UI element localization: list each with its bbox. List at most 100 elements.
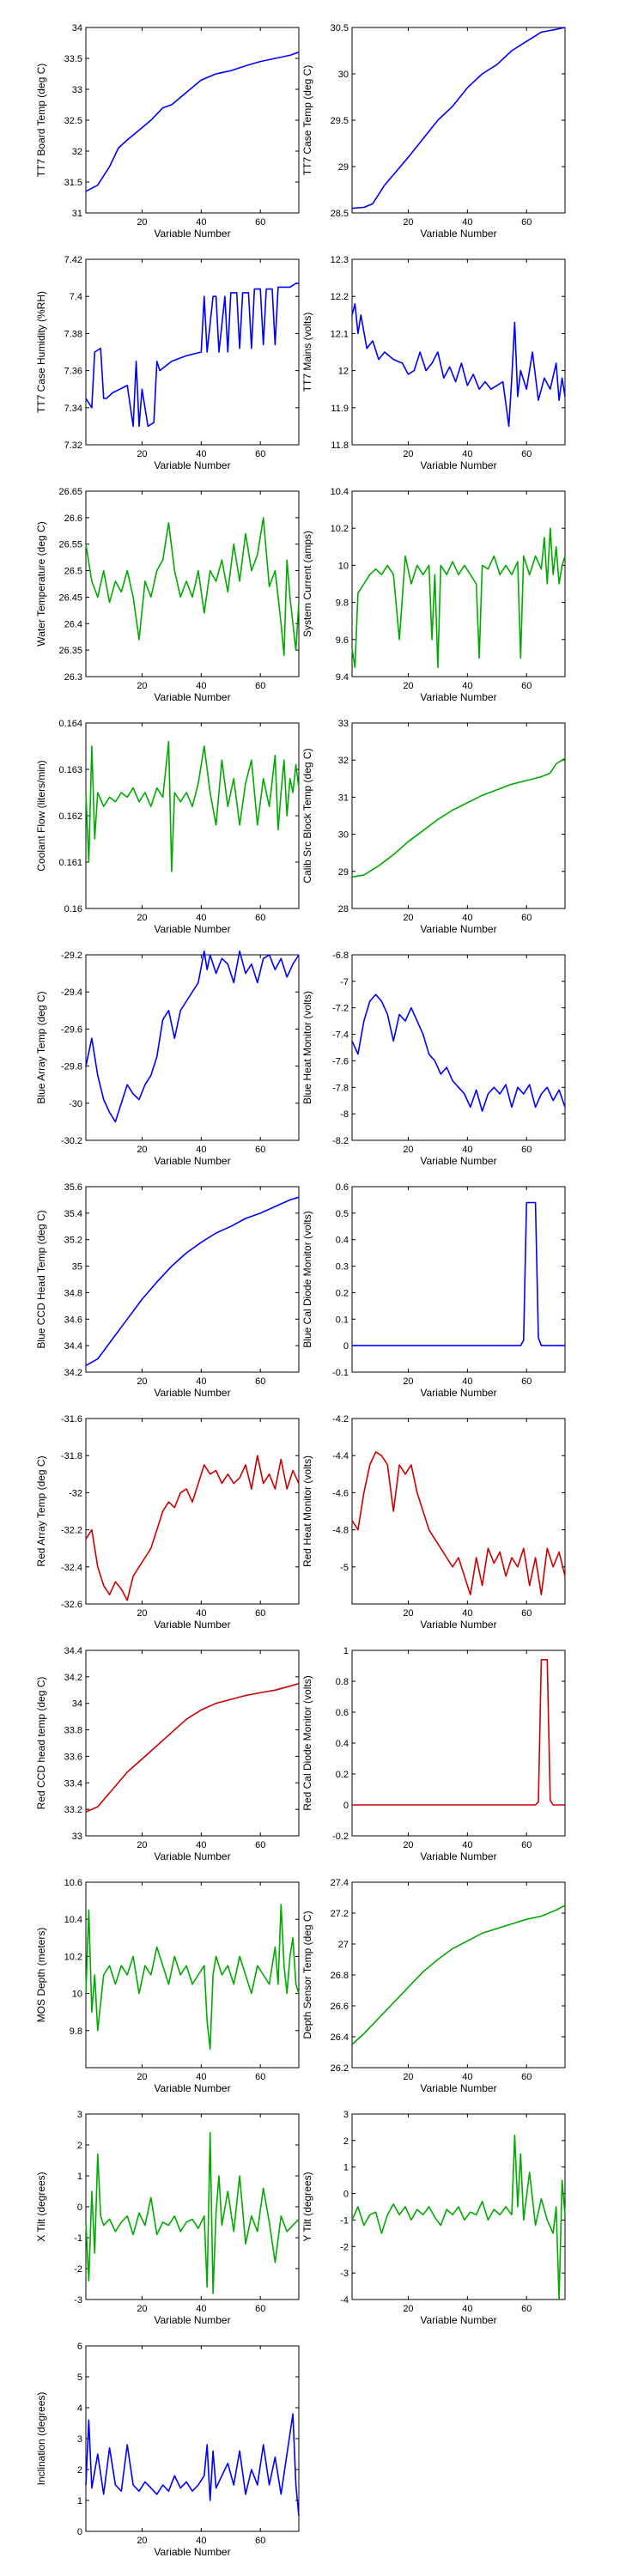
x-tick-label: 60	[255, 449, 265, 459]
y-axis-label: TT7 Mains (volts)	[301, 313, 313, 392]
chart-panel: 31 31.5 32 32.5 33 33.5 34 20 40 60 Variable Numbe…	[35, 23, 300, 240]
y-tick-label: -0.1	[332, 1368, 349, 1378]
y-tick-label: 26.35	[58, 646, 82, 656]
y-tick-label: 0.1	[336, 1315, 349, 1325]
y-axis-label: Depth Sensor Temp (deg C)	[301, 1911, 313, 2038]
x-tick-label: 60	[521, 1145, 532, 1155]
chart-panel: 7.32 7.34 7.36 7.38 7.4 7.42 20 40 60 Variable Nu…	[35, 255, 300, 471]
y-tick-label: 33.2	[64, 1805, 82, 1815]
y-tick-label: 32.5	[64, 116, 82, 126]
x-tick-label: 20	[137, 913, 147, 923]
y-tick-label: 26.55	[58, 540, 82, 550]
x-tick-label: 60	[255, 1840, 265, 1850]
y-tick-label: -1	[340, 2215, 349, 2226]
x-tick-label: 40	[462, 1608, 472, 1619]
x-axis-label: Variable Number	[420, 1155, 496, 1167]
y-tick-label: 34.4	[64, 1341, 82, 1352]
chart-panel: 28.5 29 29.5 30 30.5 20 40 60 Variable Number TT7…	[301, 23, 566, 240]
y-tick-label: 0	[77, 2202, 82, 2213]
series-line	[85, 517, 300, 657]
y-tick-label: 3	[77, 2434, 82, 2445]
plot-area	[85, 27, 300, 214]
y-axis-label: Red Array Temp (deg C)	[35, 1455, 47, 1566]
y-tick-label: 6	[77, 2342, 82, 2352]
chart-panel: 33 33.2 33.4 33.6 33.8 34 34.2 34.4 20 40 60 Variab…	[35, 1646, 300, 1862]
series-line	[351, 2134, 566, 2300]
y-tick-label: 26.8	[331, 1971, 349, 1981]
chart-panel: 28 29 30 31 32 33 20 40 60 Variable Number Calib S…	[301, 719, 566, 935]
y-tick-label: -4.4	[332, 1451, 349, 1461]
y-tick-label: 26.3	[64, 672, 82, 683]
y-axis-label: Red Heat Monitor (volts)	[301, 1455, 313, 1567]
x-tick-label: 40	[196, 2304, 206, 2314]
x-tick-label: 40	[462, 1145, 472, 1155]
y-tick-label: 32	[72, 147, 82, 157]
chart-panel: -3 -2 -1 0 1 2 3 20 40 60 Variable Number X Tilt (d…	[35, 2110, 300, 2326]
y-tick-label: -4.2	[332, 1414, 349, 1425]
y-tick-label: 29	[338, 162, 349, 173]
series-line	[351, 1905, 566, 2045]
y-axis-label: MOS Depth (meters)	[35, 1928, 47, 2023]
x-tick-label: 20	[403, 1840, 413, 1850]
y-tick-label: 34.2	[64, 1673, 82, 1683]
x-axis-label: Variable Number	[154, 228, 230, 240]
y-tick-label: 0.6	[336, 1182, 349, 1193]
chart-panel: -0.1 0 0.1 0.2 0.3 0.4 0.5 0.6 20 40 60 Variable Nu…	[301, 1182, 566, 1399]
x-axis-label: Variable Number	[154, 923, 230, 935]
y-tick-label: 33.8	[64, 1726, 82, 1736]
y-tick-label: 33	[72, 1832, 82, 1842]
series-line	[85, 950, 300, 1123]
series-line	[85, 1455, 300, 1601]
y-tick-label: 12	[338, 367, 349, 377]
x-tick-label: 20	[137, 1608, 147, 1619]
y-tick-label: 0	[343, 1341, 349, 1352]
y-tick-label: -30	[69, 1099, 82, 1109]
y-tick-label: 0.6	[336, 1708, 349, 1718]
x-tick-label: 40	[196, 1840, 206, 1850]
y-tick-label: -7	[340, 977, 349, 987]
x-tick-label: 60	[521, 2072, 532, 2082]
plot-area	[85, 2345, 300, 2532]
x-axis-label: Variable Number	[154, 1619, 230, 1631]
y-tick-label: -3	[340, 2269, 349, 2279]
y-tick-label: 7.42	[64, 255, 82, 265]
y-tick-label: -7.6	[332, 1056, 349, 1066]
y-tick-label: 34.2	[64, 1368, 82, 1378]
y-tick-label: 31	[72, 209, 82, 219]
x-tick-label: 20	[403, 1145, 413, 1155]
y-tick-label: 0	[343, 1801, 349, 1811]
x-tick-label: 20	[403, 681, 413, 691]
y-tick-label: 35.6	[64, 1182, 82, 1193]
series-line	[352, 1201, 565, 1346]
x-tick-label: 20	[403, 2304, 413, 2314]
y-tick-label: 10	[72, 1990, 82, 2000]
y-axis-label: Inclination (degrees)	[35, 2392, 47, 2486]
x-tick-label: 60	[521, 2304, 532, 2314]
chart-panel: -4 -3 -2 -1 0 1 2 3 20 40 60 Variable Number Y Tilt …	[301, 2110, 566, 2326]
x-tick-label: 60	[255, 2072, 265, 2082]
x-tick-label: 20	[137, 681, 147, 691]
y-axis-label: Blue CCD Head Temp (deg C)	[35, 1210, 47, 1348]
plot-area	[85, 490, 300, 677]
y-tick-label: 11.8	[331, 440, 349, 451]
y-tick-label: 35	[72, 1262, 82, 1273]
y-tick-label: 26.4	[64, 619, 82, 629]
x-tick-label: 40	[462, 681, 472, 691]
x-axis-label: Variable Number	[420, 923, 496, 935]
chart-panel: -0.2 0 0.2 0.4 0.6 0.8 1 20 40 60 Variable Number R…	[301, 1646, 566, 1862]
y-tick-label: 10.6	[64, 1878, 82, 1888]
x-axis-label: Variable Number	[420, 228, 496, 240]
chart-panel: 11.8 11.9 12 12.1 12.2 12.3 20 40 60 Variable Num…	[301, 255, 566, 471]
chart-panel: 26.3 26.35 26.4 26.45 26.5 26.55 26.6 26.65 20 40…	[35, 487, 300, 703]
x-tick-label: 20	[137, 2072, 147, 2082]
x-tick-label: 60	[255, 2536, 265, 2546]
y-tick-label: 10.4	[331, 487, 349, 497]
y-tick-label: 0.16	[64, 904, 82, 914]
y-axis-label: Red Cal Diode Monitor (volts)	[301, 1675, 313, 1810]
y-axis-label: Blue Cal Diode Monitor (volts)	[301, 1211, 313, 1347]
x-tick-label: 20	[403, 2072, 413, 2082]
series-line	[85, 1682, 300, 1813]
x-tick-label: 40	[196, 1145, 206, 1155]
y-tick-label: 33	[72, 85, 82, 95]
y-tick-label: 7.38	[64, 329, 82, 339]
